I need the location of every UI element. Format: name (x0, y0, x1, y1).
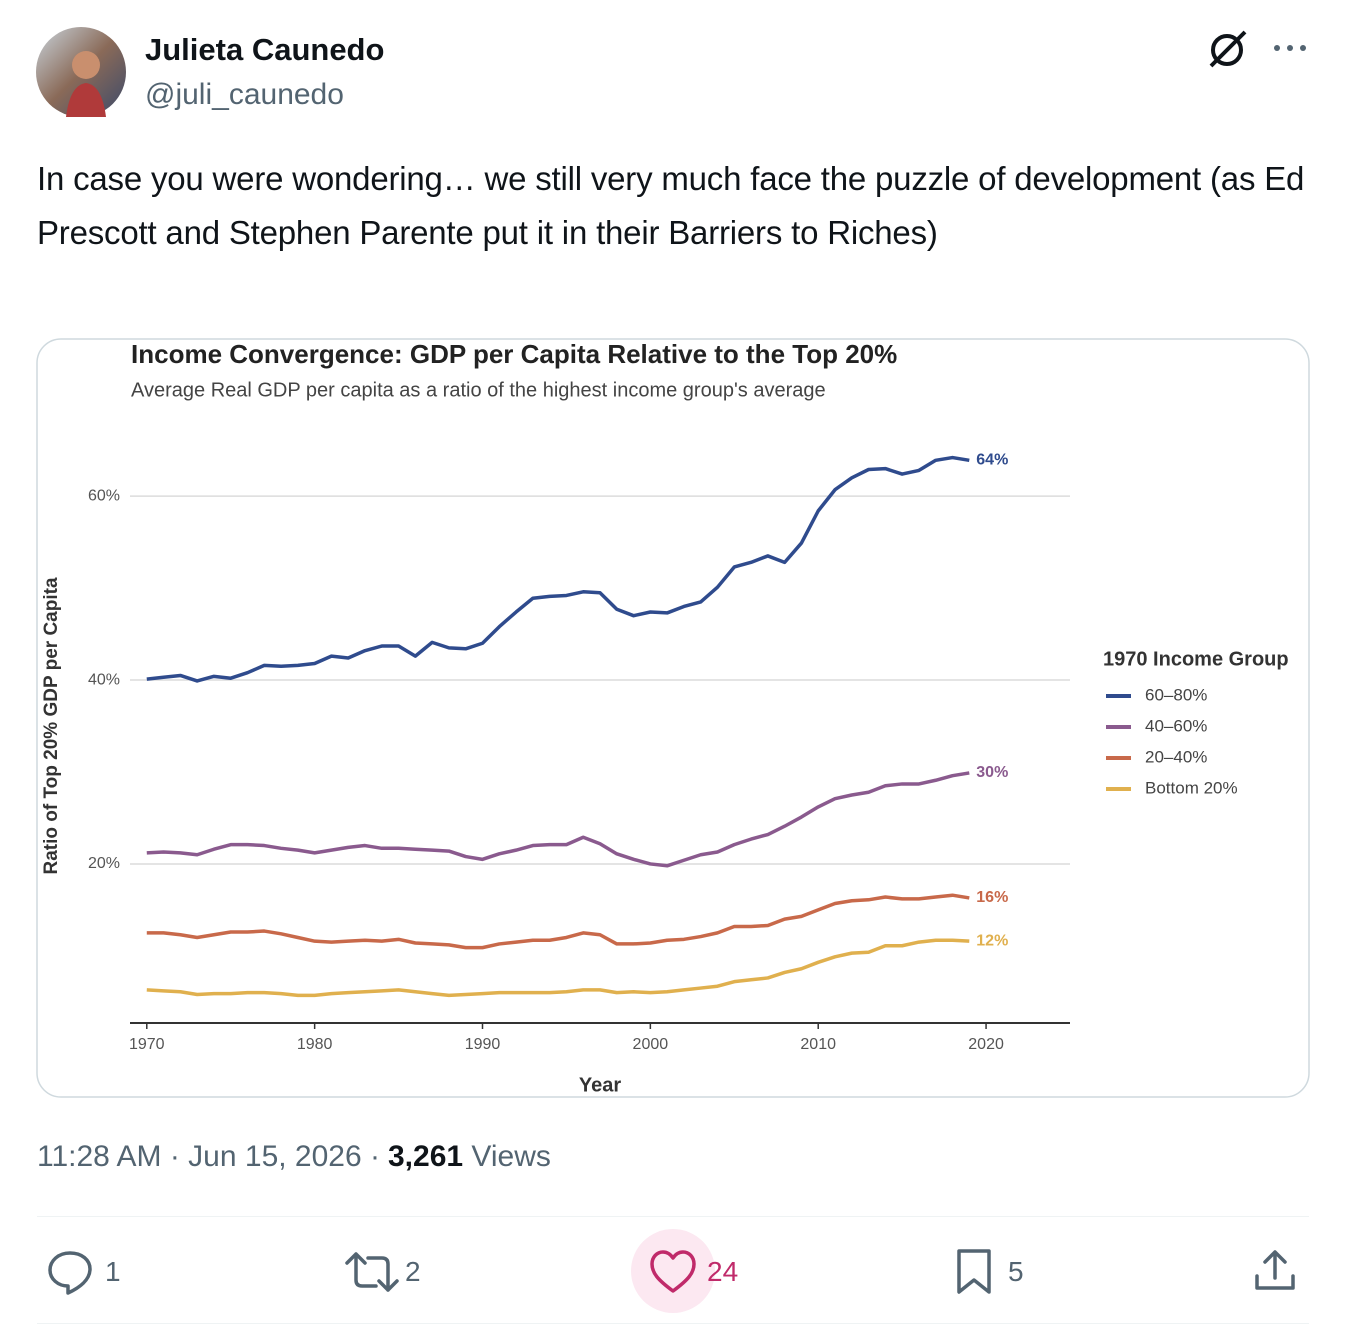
bookmark-count[interactable]: 5 (1008, 1256, 1024, 1287)
end-label: 30% (976, 764, 1008, 781)
divider (37, 1216, 1309, 1217)
author-handle[interactable]: @juli_caunedo (145, 78, 344, 111)
series-line (146, 893, 970, 950)
series-line (146, 455, 970, 683)
legend-label: 40–60% (1145, 716, 1207, 735)
legend-label: Bottom 20% (1145, 778, 1238, 797)
like-count[interactable]: 24 (707, 1256, 739, 1287)
x-tick-label: 2020 (968, 1036, 1004, 1053)
x-tick-label: 1990 (465, 1036, 501, 1053)
more-icon[interactable] (1270, 38, 1310, 58)
legend-title: 1970 Income Group (1103, 648, 1289, 670)
tweet-meta: 11:28 AM · Jun 15, 2026 · 3,261 Views (37, 1140, 551, 1174)
x-tick-label: 1980 (297, 1036, 333, 1053)
reply-icon[interactable] (46, 1248, 94, 1296)
share-icon[interactable] (1253, 1248, 1297, 1292)
bookmark-icon[interactable] (955, 1248, 995, 1296)
views-label: Views (471, 1140, 551, 1173)
end-label: 16% (976, 889, 1008, 906)
end-label: 64% (976, 452, 1008, 469)
legend-label: 60–80% (1145, 685, 1207, 704)
reply-count[interactable]: 1 (105, 1256, 121, 1287)
chart-title: Income Convergence: GDP per Capita Relat… (131, 339, 897, 369)
x-axis-title: Year (579, 1074, 621, 1096)
grok-icon[interactable] (1205, 28, 1249, 72)
legend-label: 20–40% (1145, 747, 1207, 766)
y-tick-label: 20% (88, 855, 120, 872)
author-name[interactable]: Julieta Caunedo (145, 32, 385, 67)
x-tick-label: 2000 (633, 1036, 669, 1053)
view-count: 3,261 (388, 1140, 464, 1173)
series-line (146, 938, 970, 998)
timestamp[interactable]: 11:28 AM · Jun 15, 2026 · (37, 1140, 380, 1173)
series-line (146, 771, 970, 868)
like-icon[interactable] (630, 1228, 716, 1314)
repost-icon[interactable] (344, 1250, 400, 1294)
end-label: 12% (976, 932, 1008, 949)
y-axis-title: Ratio of Top 20% GDP per Capita (41, 577, 62, 874)
chart-subtitle: Average Real GDP per capita as a ratio o… (131, 379, 826, 401)
divider (37, 1323, 1309, 1324)
y-tick-label: 60% (88, 487, 120, 504)
repost-count[interactable]: 2 (405, 1256, 421, 1287)
avatar[interactable] (36, 27, 126, 117)
media-card[interactable] (36, 338, 1310, 1098)
x-tick-label: 1970 (129, 1036, 165, 1053)
x-tick-label: 2010 (800, 1036, 836, 1053)
tweet-text: In case you were wondering… we still ver… (37, 160, 1305, 251)
y-tick-label: 40% (88, 671, 120, 688)
